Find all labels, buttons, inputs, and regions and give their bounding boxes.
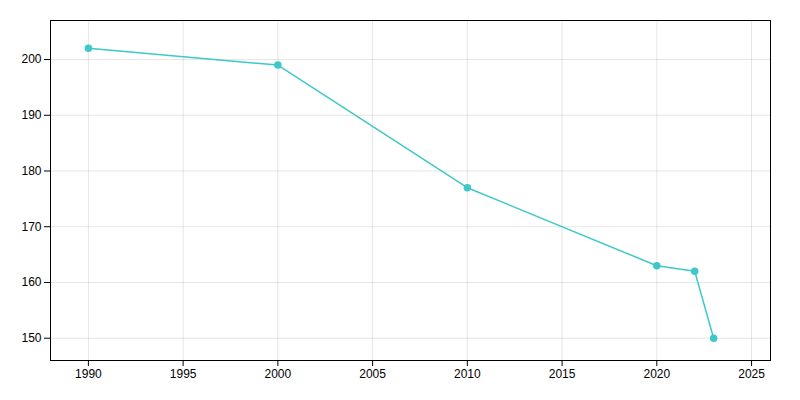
svg-text:160: 160 [21,275,41,289]
svg-text:1995: 1995 [170,367,197,381]
svg-text:150: 150 [21,331,41,345]
svg-text:2000: 2000 [265,367,292,381]
svg-text:180: 180 [21,164,41,178]
svg-text:170: 170 [21,220,41,234]
svg-text:1990: 1990 [75,367,102,381]
svg-text:2005: 2005 [359,367,386,381]
svg-text:2015: 2015 [549,367,576,381]
svg-text:2010: 2010 [454,367,481,381]
svg-text:190: 190 [21,108,41,122]
svg-text:200: 200 [21,52,41,66]
svg-text:2025: 2025 [738,367,765,381]
svg-text:2020: 2020 [643,367,670,381]
